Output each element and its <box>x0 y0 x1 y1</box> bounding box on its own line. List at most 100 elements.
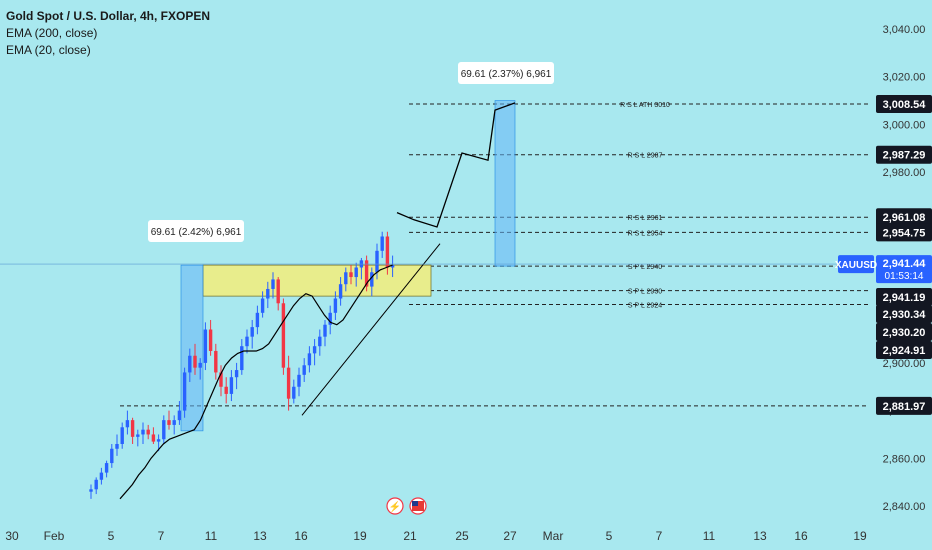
price-tag-bg <box>876 323 932 341</box>
y-tick-label: 2,900.00 <box>883 358 926 370</box>
measure-label: 69.61 (2.37%) 6,961 <box>461 69 552 80</box>
price-tag: 2,941.19 <box>883 292 926 304</box>
y-tick-label: 3,000.00 <box>883 119 926 131</box>
candle-body <box>104 463 109 473</box>
price-tag: 2,987.29 <box>883 150 926 162</box>
candle-body <box>385 236 390 268</box>
candle-body <box>172 420 176 425</box>
candle-body <box>338 284 343 299</box>
candle-body <box>177 410 182 421</box>
candle-body <box>281 303 286 368</box>
chart-legend: Gold Spot / U.S. Dollar, 4h, FXOPEN EMA … <box>6 8 210 59</box>
candle-body <box>318 336 322 347</box>
x-tick-label: 19 <box>353 529 367 543</box>
trend-line <box>301 243 441 416</box>
candle-body <box>208 329 213 351</box>
candle-body <box>354 267 358 278</box>
price-tag-bg <box>876 396 932 415</box>
measure-box <box>494 100 516 267</box>
candle-body <box>375 250 379 273</box>
price-tag-bg <box>876 288 932 306</box>
candle-body <box>203 329 208 363</box>
x-tick-label: 7 <box>158 529 165 543</box>
candle-body <box>297 374 301 387</box>
level-label: R S L 2954 <box>628 230 663 237</box>
candle-body <box>266 288 270 299</box>
ema-20-line <box>119 264 393 500</box>
candle-body <box>286 367 291 399</box>
candle-body <box>302 365 306 375</box>
candle-body <box>328 312 332 325</box>
y-tick-label: 3,040.00 <box>883 24 926 36</box>
x-tick-label: 19 <box>853 529 867 543</box>
y-tick-label: 2,840.00 <box>883 501 926 513</box>
candle-body <box>89 489 93 492</box>
candle-body <box>229 377 234 394</box>
flash-event-icon: ⚡ <box>389 500 401 513</box>
x-tick-label: 11 <box>205 529 218 543</box>
level-label: S P L 2924 <box>628 302 662 309</box>
candle-body <box>364 260 369 287</box>
candle-body <box>110 448 114 464</box>
price-tag-bg <box>876 305 932 323</box>
price-tag-bg <box>876 223 932 242</box>
measure-label: 69.61 (2.42%) 6,961 <box>151 227 242 238</box>
candle-body <box>390 265 395 268</box>
price-tag: 2,961.08 <box>883 212 926 224</box>
candle-body <box>130 420 135 437</box>
candle-body <box>292 386 296 399</box>
candle-body <box>146 429 150 435</box>
candle-body <box>240 346 244 371</box>
candle-body <box>156 439 161 442</box>
measure-label-bg <box>148 220 244 242</box>
candle-body <box>255 312 260 328</box>
current-price-tag-bg <box>876 255 932 284</box>
flash-event-icon <box>386 497 404 515</box>
candle-body <box>245 336 249 347</box>
candle-body <box>312 346 317 354</box>
price-tag-bg <box>876 145 932 164</box>
candle-body <box>349 272 353 278</box>
x-tick-label: 30 <box>5 529 19 543</box>
candle-body <box>167 420 171 425</box>
countdown-label: 01:53:14 <box>885 271 924 282</box>
x-tick-label: 21 <box>403 529 417 543</box>
candle-body <box>182 372 187 411</box>
candle-body <box>219 372 223 387</box>
candle-body <box>234 370 239 378</box>
candle-body <box>370 272 374 287</box>
level-label: R S L 2961 <box>628 215 663 222</box>
x-tick-label: 5 <box>108 529 115 543</box>
candle-body <box>380 236 384 251</box>
candle-body <box>120 427 124 444</box>
x-tick-label: 11 <box>703 529 716 543</box>
y-tick-label: 3,020.00 <box>883 72 926 84</box>
level-label: S P L 2940 <box>628 264 662 271</box>
demand-zone <box>202 264 432 297</box>
candle-body <box>151 434 156 442</box>
candle-body <box>198 362 202 368</box>
level-label: R S L 2987 <box>628 153 663 160</box>
x-tick-label: 13 <box>253 529 267 543</box>
price-tag: 2,954.75 <box>883 227 926 239</box>
candle-body <box>323 324 327 337</box>
y-tick-label: 2,980.00 <box>883 167 926 179</box>
level-label: R S L ATH 3010 <box>620 102 670 109</box>
price-tag-bg <box>876 341 932 359</box>
candle-body <box>141 429 145 435</box>
x-tick-label: 25 <box>455 529 469 543</box>
candle-body <box>214 350 218 373</box>
candle-body <box>344 272 348 285</box>
candle-body <box>162 420 166 440</box>
candle-body <box>271 279 275 289</box>
candle-body <box>94 479 98 490</box>
candle-body <box>99 472 104 480</box>
candle-body <box>276 279 280 304</box>
indicator-ema-20: EMA (20, close) <box>6 43 91 57</box>
candle-body <box>193 355 197 368</box>
candle-body <box>333 298 338 313</box>
candle-body <box>125 420 130 428</box>
candle-body <box>260 298 265 313</box>
projection-path <box>396 102 516 228</box>
